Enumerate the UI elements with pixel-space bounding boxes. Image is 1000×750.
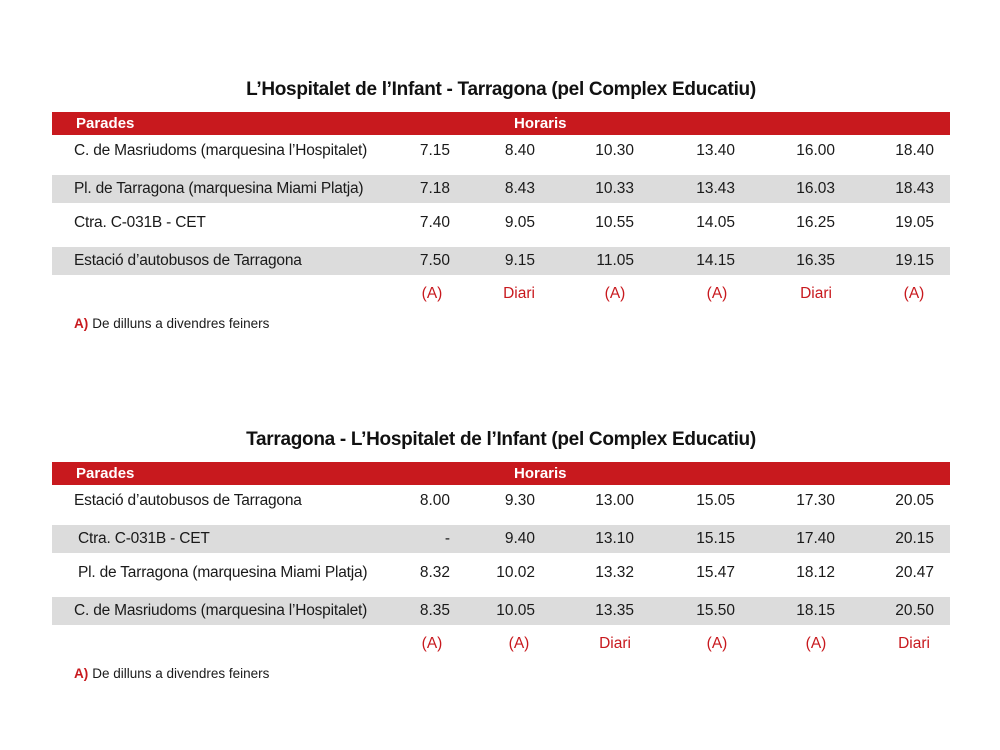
departure-time: 20.05	[895, 492, 934, 509]
header-stops-label: Parades	[76, 465, 135, 482]
departure-time: 14.05	[696, 214, 735, 231]
frequency-label: (A)	[805, 635, 827, 652]
table-row: Estació d’autobusos de Tarragona 8.00 9.…	[52, 485, 950, 521]
departure-time: 10.33	[595, 180, 634, 197]
departure-time: 7.40	[419, 214, 450, 231]
stop-name: Pl. de Tarragona (marquesina Miami Platj…	[74, 180, 364, 197]
departure-time: 18.12	[796, 564, 835, 581]
footnote: A) De dilluns a divendres feiners	[74, 665, 950, 683]
departure-time: 18.15	[796, 602, 835, 619]
stop-name: C. de Masriudoms (marquesina l’Hospitale…	[74, 142, 368, 159]
departure-time: 18.40	[895, 142, 934, 159]
timetable-title: Tarragona - L’Hospitalet de l’Infant (pe…	[246, 429, 756, 450]
stop-name: Pl. de Tarragona (marquesina Miami Platj…	[78, 564, 368, 581]
departure-time: 8.32	[419, 564, 450, 581]
departure-time: 13.32	[595, 564, 634, 581]
stop-name: Estació d’autobusos de Tarragona	[74, 252, 302, 269]
departure-time: 16.03	[796, 180, 835, 197]
departure-time: 20.50	[895, 602, 934, 619]
departure-time: 13.40	[696, 142, 735, 159]
table-row: C. de Masriudoms (marquesina l’Hospitale…	[52, 597, 950, 625]
timetable-return: Tarragona - L’Hospitalet de l’Infant (pe…	[52, 428, 950, 683]
departure-time: 7.50	[419, 252, 450, 269]
departure-time: 8.00	[419, 492, 450, 509]
departure-time: 19.15	[895, 252, 934, 269]
frequency-label: (A)	[508, 635, 530, 652]
departure-time: 13.10	[595, 530, 634, 547]
departure-time: 19.05	[895, 214, 934, 231]
departure-time: 20.15	[895, 530, 934, 547]
frequency-label: Diari	[599, 635, 631, 652]
departure-time: 17.40	[796, 530, 835, 547]
departure-time: 8.35	[419, 602, 450, 619]
timetable-header: Parades Horaris	[52, 462, 950, 485]
frequency-label: (A)	[421, 635, 443, 652]
departure-time: 10.05	[496, 602, 535, 619]
stop-name: Estació d’autobusos de Tarragona	[74, 492, 302, 509]
departure-time: 16.00	[796, 142, 835, 159]
header-times-label: Horaris	[514, 115, 567, 132]
footnote-text: De dilluns a divendres feiners	[92, 316, 270, 331]
stop-name: C. de Masriudoms (marquesina l’Hospitale…	[74, 602, 368, 619]
departure-time: 15.47	[696, 564, 735, 581]
departure-time: 10.55	[595, 214, 634, 231]
departure-time: 10.30	[595, 142, 634, 159]
departure-time: 10.02	[496, 564, 535, 581]
departure-time: 8.40	[504, 142, 535, 159]
departure-time: 14.15	[696, 252, 735, 269]
frequency-label: Diari	[800, 285, 832, 302]
departure-time: 15.05	[696, 492, 735, 509]
timetable-header: Parades Horaris	[52, 112, 950, 135]
table-row: Ctra. C-031B - CET 7.40 9.05 10.55 14.05…	[52, 207, 950, 243]
frequency-label: (A)	[903, 285, 925, 302]
frequency-label: (A)	[706, 285, 728, 302]
table-row: C. de Masriudoms (marquesina l’Hospitale…	[52, 135, 950, 171]
departure-time: 16.35	[796, 252, 835, 269]
stop-name: Ctra. C-031B - CET	[78, 530, 210, 547]
departure-time: 15.50	[696, 602, 735, 619]
stop-name: Ctra. C-031B - CET	[74, 214, 206, 231]
departure-time: 7.15	[419, 142, 450, 159]
footnote-text: De dilluns a divendres feiners	[92, 666, 270, 681]
footnote-key: A)	[74, 666, 89, 681]
frequency-label: (A)	[706, 635, 728, 652]
departure-time: 17.30	[796, 492, 835, 509]
departure-time: 13.35	[595, 602, 634, 619]
departure-time: 8.43	[504, 180, 535, 197]
departure-time: 9.40	[504, 530, 535, 547]
departure-time: 7.18	[419, 180, 450, 197]
frequency-label: (A)	[604, 285, 626, 302]
timetable-title: L’Hospitalet de l’Infant - Tarragona (pe…	[246, 79, 756, 100]
departure-time: 13.00	[595, 492, 634, 509]
frequency-label: (A)	[421, 285, 443, 302]
frequency-row: (A) (A) Diari (A) (A) Diari	[52, 629, 950, 659]
frequency-label: Diari	[898, 635, 930, 652]
header-stops-label: Parades	[76, 115, 135, 132]
table-row: Estació d’autobusos de Tarragona 7.50 9.…	[52, 247, 950, 275]
departure-time: 9.15	[504, 252, 535, 269]
departure-time: 9.05	[504, 214, 535, 231]
header-times-label: Horaris	[514, 465, 567, 482]
departure-time: 15.15	[696, 530, 735, 547]
departure-time: -	[444, 530, 450, 547]
timetable-outbound: L’Hospitalet de l’Infant - Tarragona (pe…	[52, 78, 950, 333]
table-row: Pl. de Tarragona (marquesina Miami Platj…	[52, 557, 950, 593]
footnote-key: A)	[74, 316, 89, 331]
departure-time: 16.25	[796, 214, 835, 231]
footnote: A) De dilluns a divendres feiners	[74, 315, 950, 333]
departure-time: 9.30	[504, 492, 535, 509]
departure-time: 20.47	[895, 564, 934, 581]
table-row: Ctra. C-031B - CET - 9.40 13.10 15.15 17…	[52, 525, 950, 553]
frequency-row: (A) Diari (A) (A) Diari (A)	[52, 279, 950, 309]
departure-time: 11.05	[596, 252, 634, 269]
departure-time: 13.43	[696, 180, 735, 197]
departure-time: 18.43	[895, 180, 934, 197]
table-row: Pl. de Tarragona (marquesina Miami Platj…	[52, 175, 950, 203]
frequency-label: Diari	[503, 285, 535, 302]
